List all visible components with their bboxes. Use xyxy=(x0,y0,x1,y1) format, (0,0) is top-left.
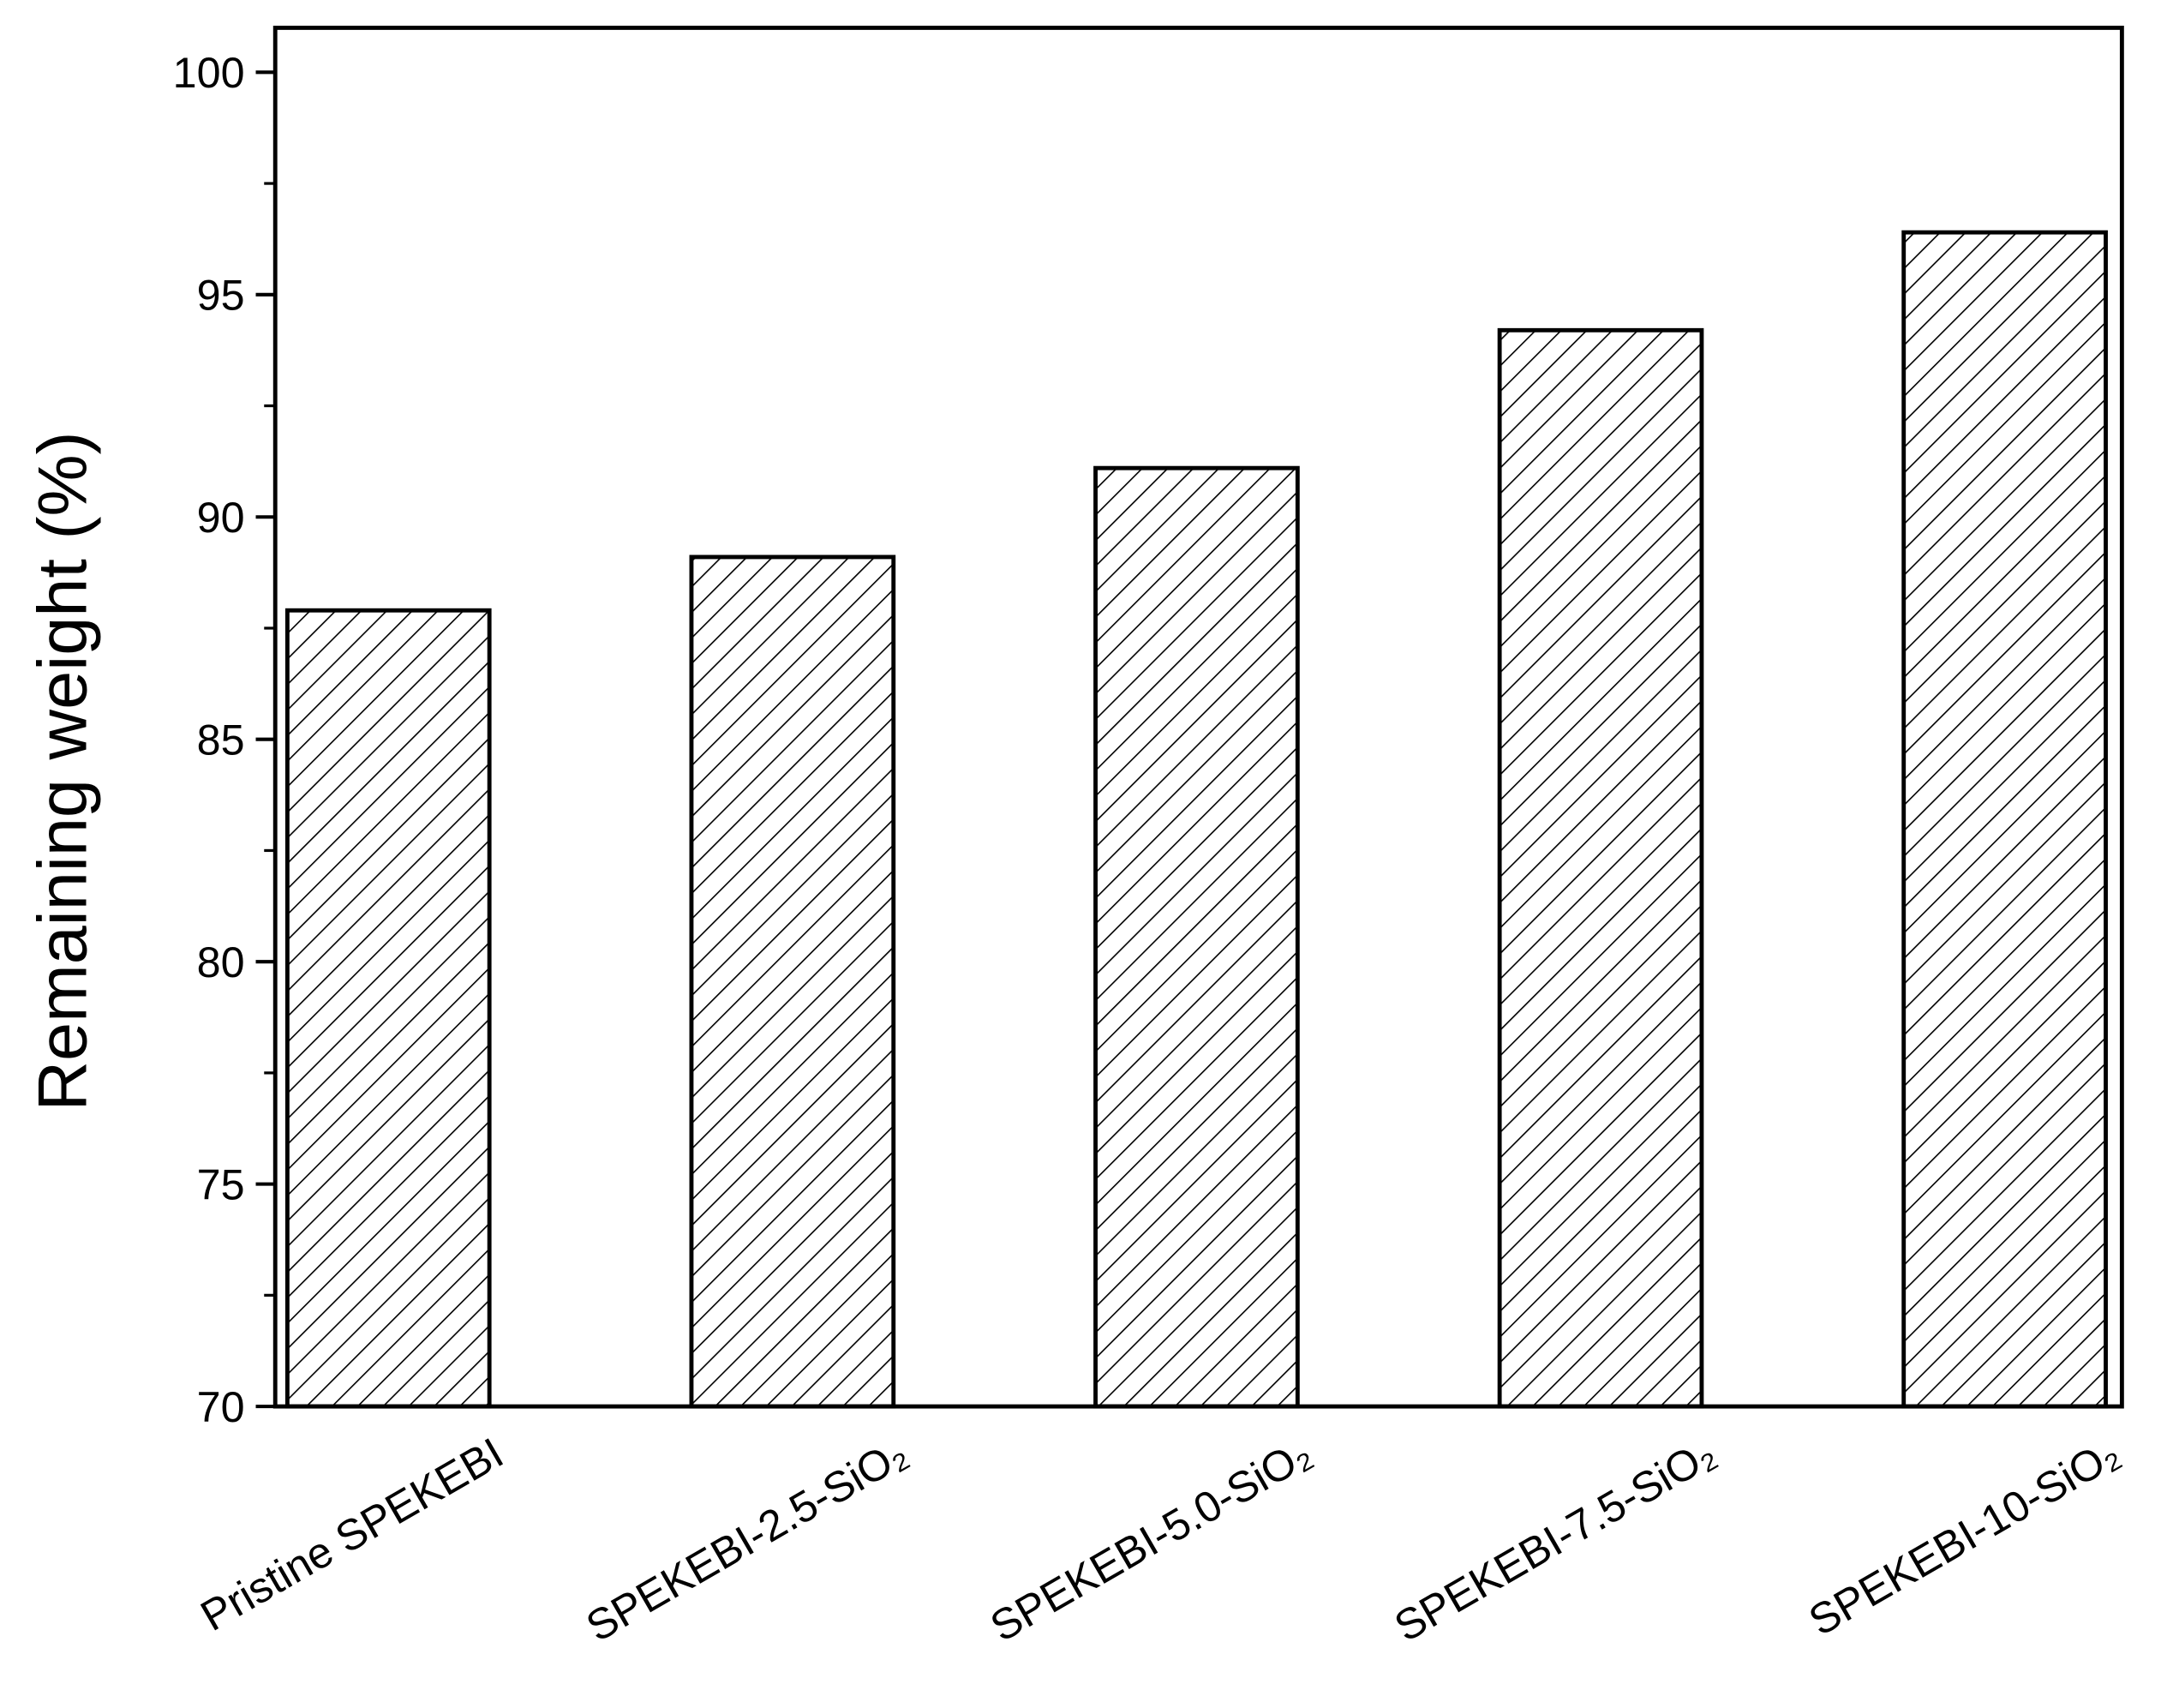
bar xyxy=(1497,327,1704,1409)
x-tick-label: SPEKEBI-10-SiO₂ xyxy=(1800,1428,2128,1645)
x-tick-label: SPEKEBI-7.5-SiO₂ xyxy=(1386,1428,1724,1651)
bar xyxy=(284,608,492,1409)
y-tick-label: 85 xyxy=(197,716,245,764)
y-tick-label: 70 xyxy=(197,1382,245,1431)
y-axis-label: Remaining weight (%) xyxy=(25,431,102,1111)
x-tick-label: Pristine SPEKEBI xyxy=(193,1428,512,1640)
x-tick-label: SPEKEBI-2.5-SiO₂ xyxy=(578,1428,915,1651)
bar xyxy=(1093,465,1300,1409)
y-tick-label: 90 xyxy=(197,493,245,542)
y-tick-label: 100 xyxy=(173,48,245,97)
bar xyxy=(1901,230,2108,1409)
bar xyxy=(689,554,896,1409)
y-tick-label: 80 xyxy=(197,938,245,986)
plot-frame xyxy=(272,26,2124,1409)
y-tick-label: 95 xyxy=(197,271,245,320)
y-tick-label: 75 xyxy=(197,1160,245,1208)
x-tick-label: SPEKEBI-5.0-SiO₂ xyxy=(982,1428,1320,1651)
